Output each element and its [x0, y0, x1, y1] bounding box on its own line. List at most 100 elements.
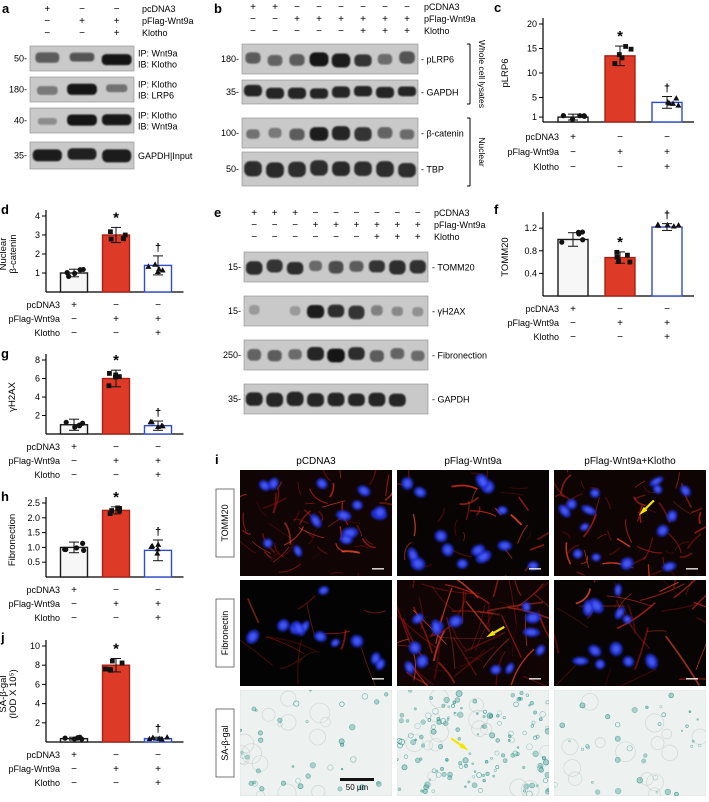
condition-sign: + [374, 220, 380, 231]
condition-sign: + [354, 220, 360, 231]
red-signal-layer [240, 595, 392, 686]
condition-label: Klotho [424, 26, 450, 36]
blot-bands [32, 148, 132, 163]
condition-sign: + [113, 764, 119, 775]
blot-band [268, 127, 282, 138]
y-axis-label: SA-β-gal (IOD X 10⁵) [0, 669, 19, 718]
data-point [623, 44, 629, 49]
condition-sign: + [415, 220, 421, 231]
condition-sign: + [155, 470, 161, 481]
blot-band [332, 161, 350, 177]
condition-sign: + [617, 147, 623, 158]
blot-band [266, 162, 284, 178]
bar [651, 226, 683, 297]
condition-sign: + [250, 2, 256, 13]
condition-sign: + [272, 208, 278, 219]
condition-sign: − [250, 14, 256, 25]
y-axis-label-line: β-catenin [8, 234, 19, 273]
condition-sign: + [664, 147, 670, 158]
condition-label: pcDNA3 [142, 4, 176, 14]
blot-band [267, 54, 283, 66]
blot-band [247, 348, 262, 361]
panel-g-gh2ax-bar-chart: g 2 4 6 8 γH2AX * † pcDNA3 + − − pFlag-Wnt9a − + + Kloth… [0, 346, 211, 489]
bar [604, 55, 636, 123]
y-tick-label: 3 [35, 230, 40, 240]
panel-b-western-blot-wnt-signaling: b + + − − − − − − pCDNA3− − + + + + + + pFlag-Wnt9a − − − − − +… [212, 0, 493, 198]
condition-sign: − [360, 2, 366, 13]
panel-c-plrp6-bar-chart: c 1 5 10 15 20 pLRP6 * † pcDNA3 + − − pFlag-Wnt9a − + + K… [493, 0, 709, 200]
condition-sign: + [394, 220, 400, 231]
red-signal-layer [397, 470, 549, 576]
bar-chart-d: d 1 2 3 4 Nuclear β-catenin * † pcDNA3 + − − pFlag-Wn… [0, 202, 184, 339]
condition-sign: − [415, 208, 421, 219]
data-point [577, 113, 583, 119]
condition-label: pcDNA3 [525, 132, 559, 142]
column-header: pCDNA3 [296, 456, 336, 467]
blot-band [289, 54, 305, 66]
condition-sign: + [313, 220, 319, 231]
blot-band [331, 126, 351, 141]
micro-image-r2-c1 [397, 690, 549, 796]
y-axis-label: Nuclear β-catenin [0, 234, 19, 273]
significance-mark: * [113, 352, 119, 369]
data-point [614, 249, 620, 255]
arrow-head-icon [486, 630, 496, 638]
data-point [159, 267, 166, 273]
condition-label: pCDNA3 [434, 208, 470, 218]
y-tick-label: 1.5 [27, 528, 40, 538]
data-point [159, 422, 166, 429]
condition-sign: + [155, 778, 161, 789]
condition-sign: + [113, 314, 119, 325]
condition-sign: − [251, 232, 257, 243]
blot-band [243, 84, 263, 97]
panel-e-western-blot-senescence-markers: e + + + − − − − − − pCDNA3− − − + + + + + + pFlag-Wnt9a − − − −… [212, 204, 495, 430]
condition-sign: + [113, 456, 119, 467]
micro-image-r0-c1 [397, 470, 549, 576]
data-point [108, 667, 113, 673]
blot-band [244, 161, 262, 177]
condition-sign: − [617, 162, 623, 173]
data-point [581, 113, 587, 119]
panel-label: g [1, 346, 9, 361]
blot-bands [37, 83, 128, 95]
data-point [154, 550, 161, 556]
blot-band [288, 349, 302, 360]
significance-mark: * [113, 640, 119, 657]
condition-sign: − [313, 208, 319, 219]
blot-band [411, 350, 425, 362]
blot-band [399, 129, 415, 140]
condition-sign: − [570, 332, 576, 343]
blot-band [267, 350, 282, 362]
blot-band [327, 392, 345, 407]
condition-label: Klotho [34, 328, 60, 338]
panel-f-tomm20-bar-chart: f 0.4 0.8 1.2 TOMM20 * † pcDNA3 + − − pFlag-Wnt9a − +… [493, 202, 709, 350]
data-point [72, 270, 78, 276]
condition-sign: − [114, 4, 120, 15]
data-point [102, 666, 108, 672]
blot-group-label: Nuclear [477, 137, 487, 166]
y-tick-label: 2 [35, 411, 40, 421]
condition-sign: − [272, 26, 278, 37]
blot-band [265, 87, 285, 99]
y-axis-label-line: γH2AX [7, 382, 18, 412]
condition-sign: − [113, 613, 119, 624]
blot-band [391, 306, 404, 316]
condition-label: pFlag-Wnt9a [8, 314, 60, 324]
blot-band [69, 52, 95, 62]
blot-band [286, 391, 304, 407]
condition-sign: − [292, 220, 298, 231]
data-point [154, 268, 161, 275]
condition-sign: − [664, 132, 670, 143]
data-point [156, 735, 163, 741]
data-point [155, 541, 162, 547]
row-label-box [215, 598, 235, 668]
condition-sign: − [155, 300, 161, 311]
y-tick-label: 6 [35, 679, 40, 689]
micro-image-r1-c1 [397, 580, 549, 686]
blot-band [286, 261, 304, 275]
data-point [109, 508, 115, 513]
scale-label: 50 μm [346, 783, 369, 792]
data-point [81, 547, 87, 553]
